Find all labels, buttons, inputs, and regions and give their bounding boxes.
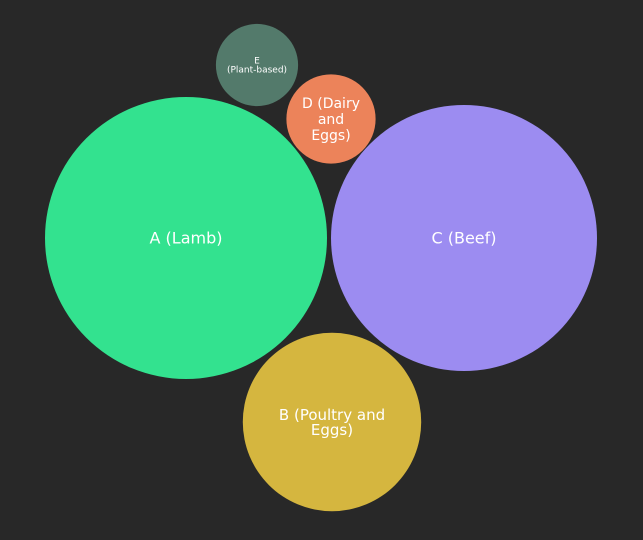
bubble-label-e: E (Plant-based) [227, 57, 287, 76]
bubble-label-line: A (Lamb) [150, 229, 223, 248]
bubble-label-line: D (Dairy [302, 96, 360, 112]
bubble-b[interactable] [242, 332, 422, 512]
bubble-label-line: and [318, 112, 344, 128]
bubble-label-b: B (Poultry and Eggs) [279, 406, 385, 439]
bubble-label-d: D (Dairy and Eggs) [302, 96, 360, 144]
bubble-label-c: C (Beef) [431, 229, 496, 248]
bubble-c[interactable] [331, 105, 597, 371]
bubble-label-line: B (Poultry and [279, 406, 385, 424]
bubble-label-line: (Plant-based) [227, 66, 287, 76]
bubble-d[interactable] [286, 74, 376, 164]
bubble-label-line: C (Beef) [431, 229, 496, 248]
bubble-a[interactable] [45, 97, 327, 379]
bubble-label-line: E [254, 57, 260, 67]
bubble-label-line: Eggs) [311, 128, 350, 144]
bubble-label-a: A (Lamb) [150, 229, 223, 248]
bubble-e[interactable] [215, 23, 299, 107]
bubble-label-line: Eggs) [311, 421, 353, 439]
